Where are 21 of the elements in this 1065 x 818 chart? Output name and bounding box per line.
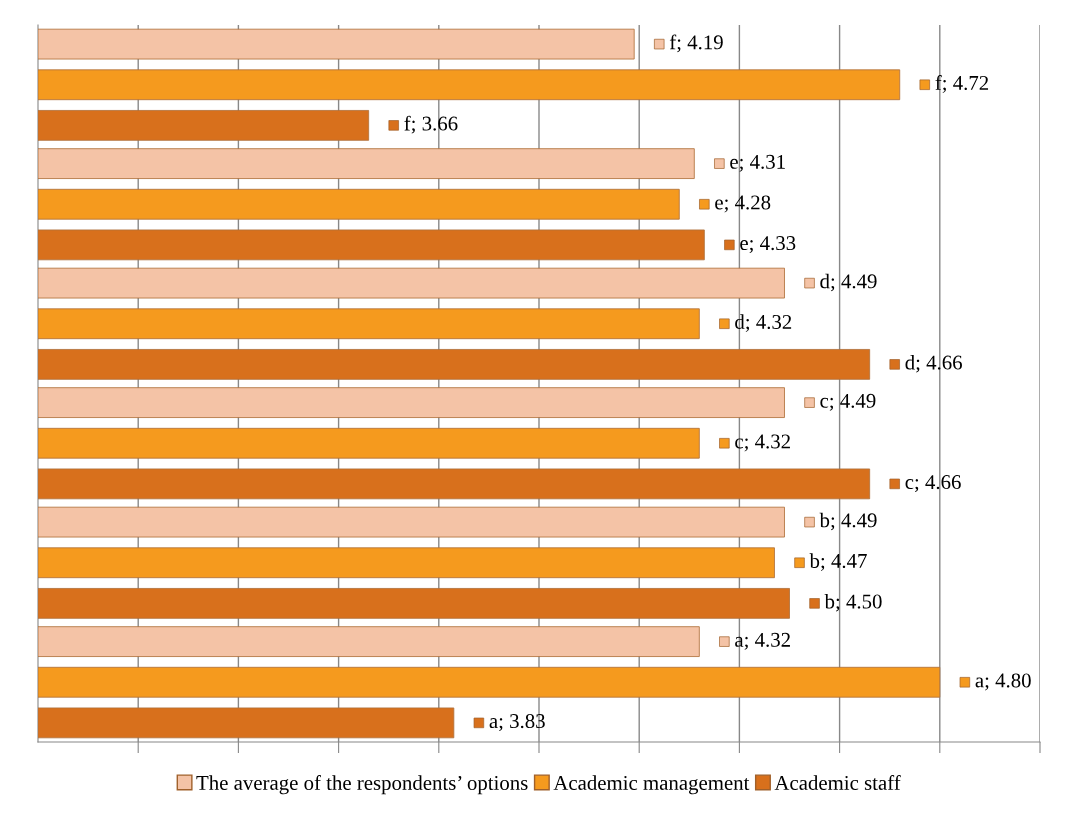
data-label: f; 4.19 [669, 34, 723, 53]
data-label: b; 4.47 [809, 553, 867, 571]
data-label: e; 4.31 [730, 154, 785, 172]
data-label: e; 4.28 [715, 195, 771, 213]
data-label: c; 4.32 [735, 434, 790, 452]
data-label: b; 4.50 [824, 593, 882, 612]
data-label: f; 3.66 [404, 115, 458, 134]
legend-label: Academic staff [774, 775, 901, 790]
data-label: a; 4.80 [975, 673, 1031, 691]
data-label: e; 4.33 [740, 236, 796, 254]
data-label: a; 3.83 [489, 714, 545, 732]
data-label: a; 4.32 [735, 632, 790, 650]
data-label: d; 4.32 [735, 314, 792, 332]
data-label: d; 4.66 [905, 354, 962, 373]
legend-label: Academic management [553, 775, 750, 795]
data-label: d; 4.49 [820, 273, 877, 292]
data-label: f; 4.72 [935, 75, 989, 93]
data-label: b; 4.49 [819, 512, 877, 531]
data-label: c; 4.49 [820, 393, 876, 411]
data-label: c; 4.66 [905, 475, 961, 493]
legend-label: The average of the respondents’ options [196, 775, 528, 795]
